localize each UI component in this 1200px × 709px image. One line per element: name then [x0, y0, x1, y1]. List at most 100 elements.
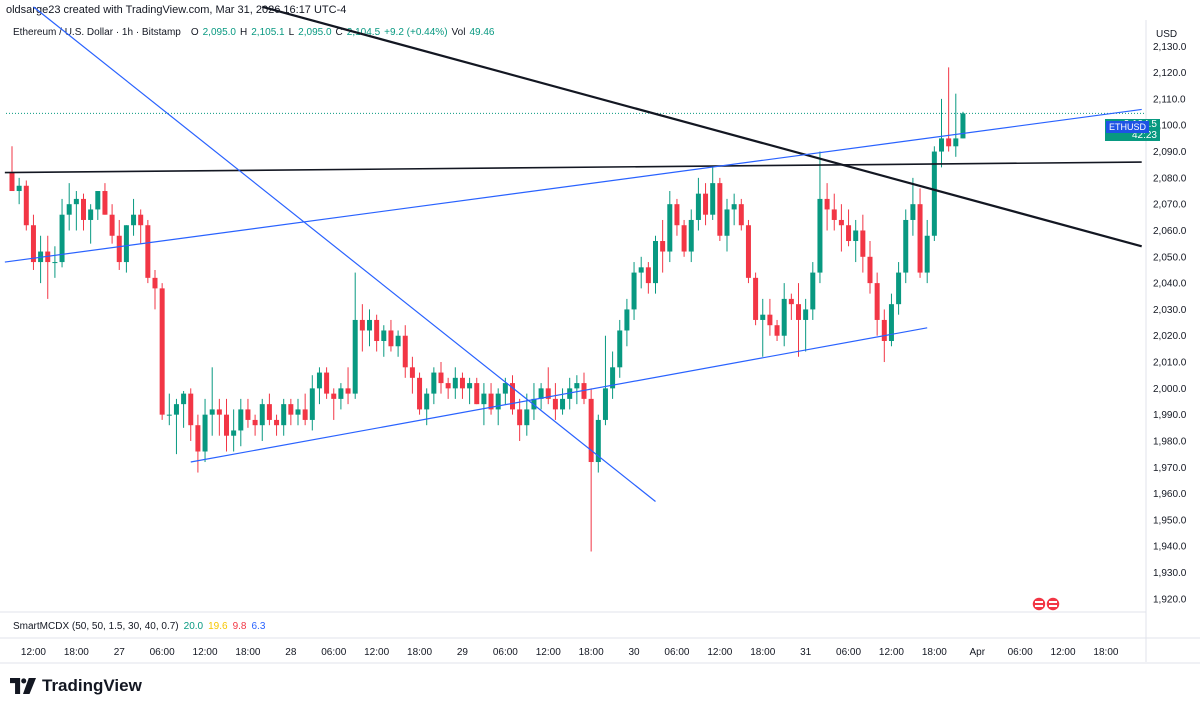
candle-body — [731, 204, 737, 210]
candle-body — [316, 372, 322, 389]
y-tick-label: 2,130.0 — [1153, 42, 1187, 53]
candle-body — [30, 225, 36, 263]
candle-body — [359, 319, 365, 331]
candle-body — [374, 319, 380, 341]
candle-body — [567, 388, 573, 399]
x-tick-label: Apr — [969, 647, 985, 658]
candle-body — [116, 235, 122, 263]
candle-body — [188, 393, 194, 426]
x-tick-label: 12:00 — [1051, 647, 1076, 658]
y-tick-label: 1,990.0 — [1153, 410, 1187, 421]
candle-body — [495, 393, 501, 410]
candle — [767, 298, 773, 336]
candle-body — [638, 267, 644, 273]
candle-body — [252, 419, 258, 426]
candle — [445, 377, 451, 399]
x-tick-label: 06:00 — [836, 647, 861, 658]
candle — [202, 398, 208, 463]
candle-body — [23, 185, 29, 226]
candle-body — [123, 225, 129, 263]
high-label: H — [240, 27, 248, 38]
y-tick-label: 2,040.0 — [1153, 279, 1187, 290]
candle-body — [617, 330, 623, 368]
candle-body — [924, 235, 930, 273]
candle-body — [324, 372, 330, 394]
candle-body — [245, 409, 251, 420]
candle — [703, 183, 709, 226]
candle — [824, 183, 830, 231]
candle — [195, 414, 201, 473]
candle-body — [295, 409, 301, 415]
x-tick-label: 28 — [285, 647, 297, 658]
candle-body — [438, 372, 444, 384]
candle — [38, 235, 44, 284]
candle — [838, 204, 844, 252]
candle-body — [95, 191, 101, 210]
candle — [660, 219, 666, 273]
candle-body — [381, 330, 387, 341]
candle-body — [853, 230, 859, 242]
symbol-badge: ETHUSD — [1106, 121, 1150, 133]
candle-body — [817, 198, 823, 273]
candle — [939, 98, 944, 168]
candle-body — [717, 183, 723, 236]
candle — [581, 372, 587, 405]
candle — [288, 398, 294, 426]
candle-body — [788, 298, 794, 305]
candle-body — [881, 319, 887, 341]
candle-body — [209, 409, 215, 415]
tradingview-logo[interactable]: TradingView — [10, 676, 142, 696]
candle-body — [145, 225, 151, 278]
x-tick-label: 30 — [628, 647, 640, 658]
candle — [867, 241, 873, 294]
x-tick-label: 18:00 — [1093, 647, 1118, 658]
x-tick-label: 18:00 — [235, 647, 260, 658]
candle-body — [202, 414, 208, 452]
candle — [152, 269, 158, 310]
indicator-value-2: 19.6 — [208, 621, 228, 632]
candle — [23, 180, 29, 231]
x-tick-label: 18:00 — [407, 647, 432, 658]
candle — [402, 325, 408, 378]
candle-body — [395, 335, 401, 347]
rising-channel-top-line — [4, 108, 1142, 263]
candle-body — [417, 377, 423, 410]
candle-body — [560, 398, 566, 410]
candle — [395, 330, 401, 357]
x-tick-label: 12:00 — [707, 647, 732, 658]
currency-label[interactable]: USD — [1156, 29, 1178, 40]
candle — [352, 272, 358, 399]
x-tick-label: 29 — [457, 647, 469, 658]
candle — [724, 198, 730, 252]
candle — [531, 383, 537, 420]
candle — [781, 283, 787, 347]
candle — [345, 367, 351, 405]
chart-caption: oldsarge23 created with TradingView.com,… — [6, 4, 347, 16]
candle — [73, 191, 79, 231]
y-tick-label: 2,020.0 — [1153, 331, 1187, 342]
candle-body — [52, 262, 58, 264]
candle — [295, 398, 301, 426]
candle-body — [810, 272, 816, 310]
candle-body — [73, 198, 79, 205]
candle — [381, 325, 387, 357]
y-tick-label: 2,090.0 — [1153, 147, 1187, 158]
candle — [595, 414, 601, 473]
candle — [166, 393, 172, 426]
candle-body — [488, 393, 494, 410]
candle-body — [581, 383, 587, 399]
symbol-description[interactable]: Ethereum / U.S. Dollar · 1h · Bitstamp — [13, 27, 181, 38]
candle — [123, 225, 129, 273]
candle — [710, 167, 716, 220]
candle-body — [946, 138, 952, 147]
candle — [638, 256, 644, 289]
candle-body — [860, 230, 866, 257]
indicator-value-4: 6.3 — [251, 621, 266, 632]
candle — [831, 193, 837, 231]
candle-body — [545, 388, 551, 399]
candle-body — [703, 193, 709, 215]
indicator-name[interactable]: SmartMCDX (50, 50, 1.5, 30, 40, 0.7) — [13, 621, 179, 632]
candle — [860, 214, 866, 273]
candle — [209, 367, 215, 436]
